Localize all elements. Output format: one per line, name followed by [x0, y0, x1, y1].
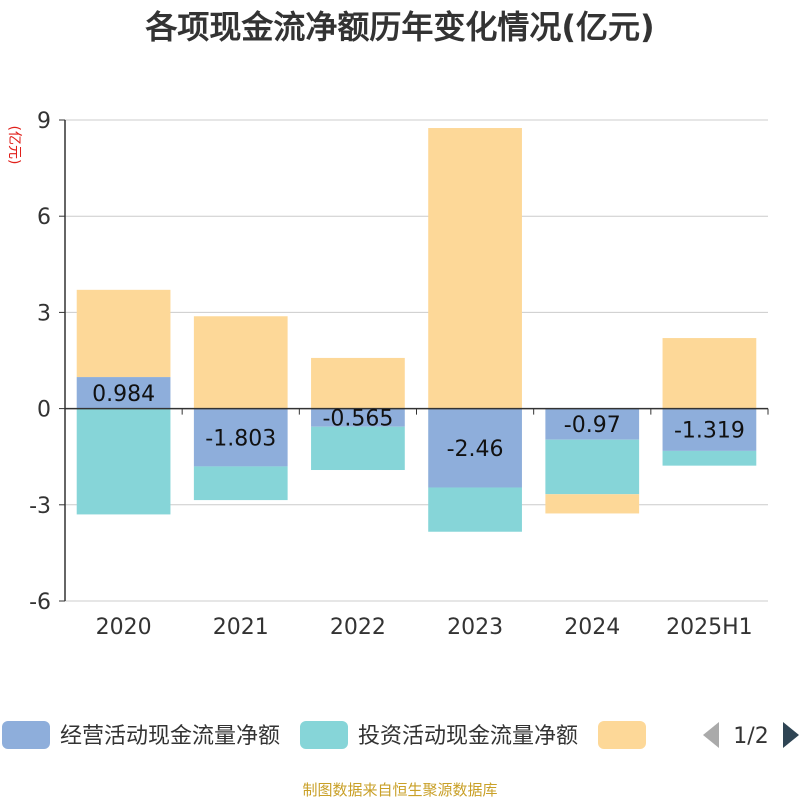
x-tick-label: 2020: [96, 615, 152, 640]
legend-label-1[interactable]: 经营活动现金流量净额: [60, 724, 280, 749]
legend: 经营活动现金流量净额 投资活动现金流量净额 1/2: [2, 721, 799, 749]
bar-series1-2024: [545, 408, 640, 440]
data-label: -2.46: [447, 437, 504, 462]
bar-series1-2021: [193, 408, 288, 467]
bar-series3-2022: [311, 357, 405, 409]
grid-lines: [65, 119, 768, 602]
y-tick-label: -3: [29, 494, 51, 519]
data-labels: 0.984 -1.803 -0.565 -2.46 -0.97 -1.319: [92, 382, 745, 462]
bar-series1-2020: [76, 377, 171, 409]
bar-series3-2021: [193, 316, 288, 409]
axes: -6 -3 0 3 6 9 2020 2021 2022 2023 2024 2025H1: [29, 109, 769, 640]
x-tick-label: 2023: [447, 615, 503, 640]
legend-prev-page-icon[interactable]: [703, 722, 719, 748]
data-label: -1.803: [205, 427, 276, 452]
y-tick-label: 6: [37, 205, 51, 230]
bars: [76, 128, 757, 532]
legend-swatch-1[interactable]: [2, 721, 50, 749]
y-tick-label: 0: [37, 398, 51, 423]
source-note: 制图数据来自恒生聚源数据库: [302, 781, 497, 799]
y-tick-label: 3: [37, 301, 51, 326]
bar-series3-2025H1: [662, 338, 757, 409]
bar-series3-2023: [428, 128, 522, 409]
x-tick-label: 2022: [330, 615, 386, 640]
bar-series1-2025H1: [662, 408, 757, 451]
bar-series2-2024: [545, 439, 640, 495]
chart-title: 各项现金流净额历年变化情况(亿元): [145, 8, 654, 46]
y-tick-label: 9: [37, 109, 51, 134]
x-tick-label: 2021: [213, 615, 269, 640]
x-tick-label: 2025H1: [666, 615, 753, 640]
bar-series2-2022: [311, 426, 405, 471]
legend-swatch-3[interactable]: [598, 721, 646, 749]
data-label: -1.319: [674, 419, 745, 444]
bar-series2-2020: [76, 408, 171, 515]
y-tick-label: -6: [29, 590, 51, 615]
data-label: -0.565: [322, 407, 393, 432]
bar-series2-2023: [428, 487, 522, 532]
x-tick-label: 2024: [564, 615, 620, 640]
y-axis-unit-label: (亿元): [6, 126, 22, 165]
data-label: -0.97: [564, 413, 621, 438]
legend-label-2[interactable]: 投资活动现金流量净额: [358, 724, 578, 749]
legend-next-page-icon[interactable]: [783, 722, 799, 748]
legend-swatch-2[interactable]: [300, 721, 348, 749]
bar-series3-2020: [76, 289, 171, 378]
legend-page-indicator: 1/2: [733, 724, 768, 749]
bar-series3-2024: [545, 494, 640, 514]
data-label: 0.984: [92, 382, 155, 407]
bar-series2-2021: [193, 466, 288, 501]
bar-series1-2022: [311, 408, 405, 427]
bar-series1-2023: [428, 408, 522, 488]
bar-series2-2025H1: [662, 450, 757, 466]
